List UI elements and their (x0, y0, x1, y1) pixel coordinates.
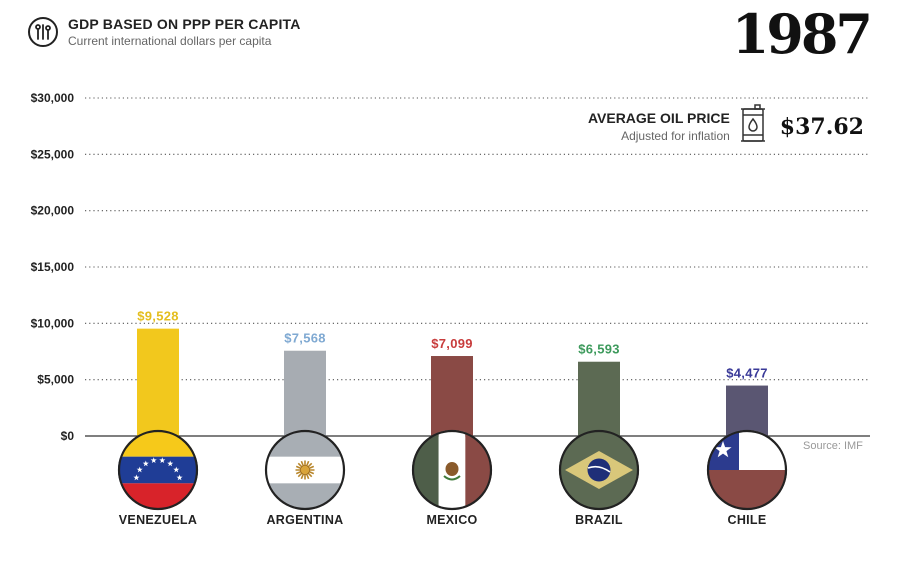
y-tick-label: $10,000 (31, 316, 75, 330)
tools-icon (28, 17, 58, 47)
source-note: Source: IMF (803, 440, 863, 452)
bar-venezuela (137, 328, 179, 436)
oil-title: AVERAGE OIL PRICE (587, 110, 730, 126)
argentina-flag-icon (265, 430, 345, 510)
value-label-chile: $4,477 (726, 366, 768, 381)
bar-brazil (578, 361, 620, 436)
category-label-chile: CHILE (728, 513, 767, 527)
oil-subtitle: Adjusted for inflation (621, 129, 730, 143)
category-label-mexico: MEXICO (426, 513, 477, 527)
bar-mexico (431, 356, 473, 436)
flag-border (264, 429, 346, 511)
oil-price-value: $37.62 (779, 113, 864, 140)
category-label-argentina: ARGENTINA (266, 513, 343, 527)
flag-border (706, 429, 788, 511)
flag-border (411, 429, 493, 511)
chart-header: GDP BASED ON PPP PER CAPITA Current inte… (28, 16, 301, 48)
bar-chile (726, 385, 768, 436)
brazil-flag-icon (559, 430, 639, 510)
flag-border (558, 429, 640, 511)
value-label-mexico: $7,099 (431, 336, 473, 351)
y-tick-label: $5,000 (37, 373, 74, 387)
oil-barrel-icon (740, 104, 766, 149)
y-tick-label: $20,000 (31, 204, 75, 218)
year-label: 1987 (731, 2, 873, 66)
value-label-brazil: $6,593 (578, 342, 620, 357)
value-label-argentina: $7,568 (284, 331, 326, 346)
y-tick-label: $15,000 (31, 260, 75, 274)
flag-border (117, 429, 199, 511)
bar-argentina (284, 350, 326, 436)
mexico-flag-icon (412, 430, 492, 510)
y-tick-label: $30,000 (31, 91, 75, 105)
chart-title: GDP BASED ON PPP PER CAPITA (68, 16, 301, 32)
oil-price-panel: AVERAGE OIL PRICE Adjusted for inflation… (588, 104, 864, 149)
category-label-brazil: BRAZIL (575, 513, 623, 527)
value-label-venezuela: $9,528 (137, 309, 179, 324)
chart-subtitle: Current international dollars per capita (68, 34, 272, 48)
category-label-venezuela: VENEZUELA (119, 513, 197, 527)
y-tick-label: $25,000 (31, 147, 75, 161)
y-tick-label: $0 (61, 429, 75, 443)
